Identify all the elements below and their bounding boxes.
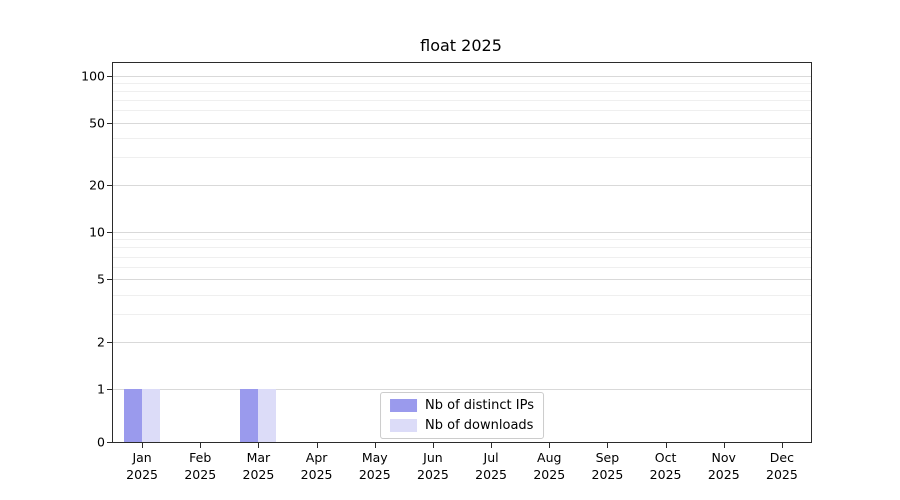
major-gridline [113, 389, 811, 390]
x-tick-label: Mar 2025 [228, 450, 288, 484]
x-tick-label: Sep 2025 [577, 450, 637, 484]
minor-gridline [113, 294, 811, 296]
y-tick-mark [107, 279, 112, 281]
x-tick-label-year: 2025 [475, 466, 507, 482]
x-tick-label-year: 2025 [766, 466, 798, 482]
legend-label-downloads: Nb of downloads [425, 418, 534, 433]
y-tick-mark [107, 75, 112, 77]
y-tick-mark [107, 232, 112, 234]
minor-gridline [113, 239, 811, 241]
y-tick-mark [107, 442, 112, 443]
legend-swatch-downloads [390, 419, 418, 432]
minor-gridline [113, 247, 811, 249]
bar-nb-of-downloads [258, 389, 277, 442]
x-tick-label: May 2025 [345, 450, 405, 484]
y-tick-label: 5 [97, 271, 105, 287]
x-tick-label-year: 2025 [591, 466, 624, 482]
x-tick-label-year: 2025 [126, 466, 158, 482]
x-tick-label: Apr 2025 [287, 450, 347, 484]
y-tick-mark [107, 122, 112, 124]
x-tick-mark [374, 443, 376, 448]
legend-label-distinct-ips: Nb of distinct IPs [425, 398, 534, 413]
x-tick-label-year: 2025 [358, 466, 391, 482]
major-gridline [113, 232, 811, 234]
y-tick-label: 1 [97, 381, 105, 397]
x-tick-mark [781, 443, 783, 448]
minor-gridline [113, 99, 811, 101]
major-gridline [113, 279, 811, 281]
major-gridline [113, 341, 811, 343]
x-tick-label-year: 2025 [242, 466, 275, 482]
x-tick-mark [549, 443, 551, 448]
x-tick-mark [200, 443, 202, 448]
x-tick-mark [491, 443, 493, 448]
y-tick-label: 20 [89, 177, 105, 193]
x-tick-label-year: 2025 [417, 466, 449, 482]
x-tick-mark [723, 443, 725, 448]
y-tick-mark [107, 341, 112, 343]
x-tick-label: Jul 2025 [461, 450, 521, 484]
x-tick-label: Dec 2025 [752, 450, 812, 484]
x-tick-label: Feb 2025 [170, 450, 230, 484]
chart-title: float 2025 [420, 36, 502, 55]
x-tick-label: Oct 2025 [636, 450, 696, 484]
x-tick-label-year: 2025 [649, 466, 682, 482]
legend: Nb of distinct IPs Nb of downloads [380, 392, 544, 439]
y-tick-label: 100 [81, 68, 105, 84]
legend-item-distinct-ips: Nb of distinct IPs [390, 398, 534, 413]
major-gridline [113, 185, 811, 187]
x-tick-label-year: 2025 [300, 466, 333, 482]
bar-nb-of-distinct-ips [240, 389, 259, 442]
x-tick-label-year: 2025 [707, 466, 740, 482]
bar-nb-of-distinct-ips [124, 389, 143, 442]
x-tick-mark [665, 443, 667, 448]
x-tick-mark [258, 443, 260, 448]
x-tick-label: Jun 2025 [403, 450, 463, 484]
y-tick-label: 10 [89, 224, 105, 240]
x-tick-label-year: 2025 [533, 466, 566, 482]
minor-gridline [113, 110, 811, 112]
y-tick-label: 0 [97, 434, 105, 450]
x-tick-mark [142, 443, 144, 448]
y-tick-mark [107, 389, 112, 390]
minor-gridline [113, 256, 811, 258]
minor-gridline [113, 90, 811, 92]
x-tick-label: Jan 2025 [112, 450, 172, 484]
x-tick-label: Nov 2025 [694, 450, 754, 484]
minor-gridline [113, 137, 811, 139]
x-tick-mark [432, 443, 434, 448]
x-tick-mark [607, 443, 609, 448]
legend-swatch-distinct-ips [390, 399, 418, 412]
y-tick-label: 50 [89, 115, 105, 131]
x-tick-label: Aug 2025 [519, 450, 579, 484]
bar-nb-of-downloads [142, 389, 161, 442]
minor-gridline [113, 82, 811, 84]
legend-item-downloads: Nb of downloads [390, 418, 534, 433]
major-gridline [113, 122, 811, 124]
x-tick-label-year: 2025 [184, 466, 217, 482]
major-gridline [113, 75, 811, 77]
x-tick-mark [316, 443, 318, 448]
minor-gridline [113, 267, 811, 269]
plot-area: Nb of distinct IPs Nb of downloads 0 1 2 5 1… [81, 62, 812, 482]
minor-gridline [113, 157, 811, 159]
y-tick-label: 2 [97, 334, 105, 350]
y-tick-mark [107, 185, 112, 187]
minor-gridline [113, 314, 811, 316]
